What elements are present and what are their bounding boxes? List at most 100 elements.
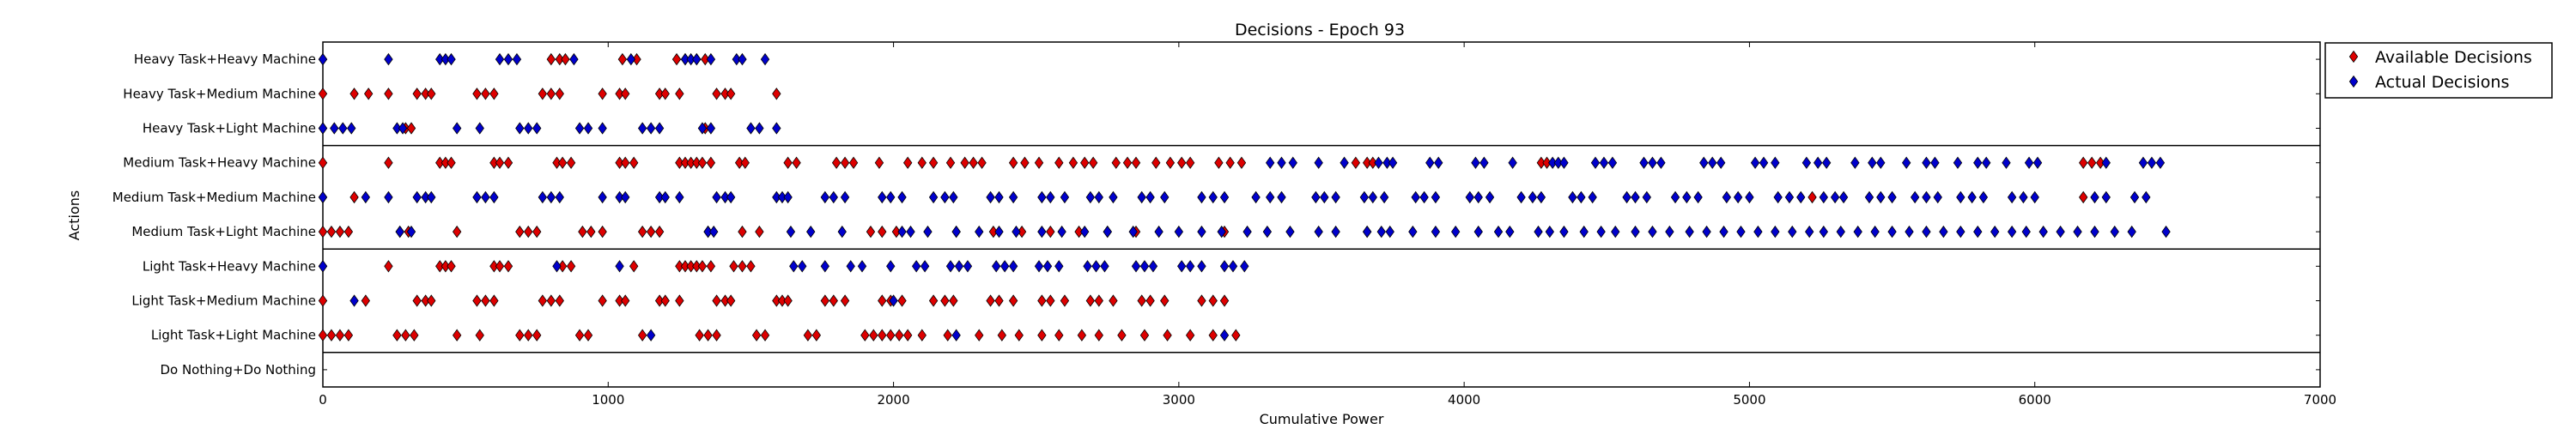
actual-decision-marker [1568,190,1577,204]
available-decision-marker [986,294,995,307]
y-tick-label: Heavy Task+Heavy Machine [134,51,316,67]
available-decision-marker [384,260,393,273]
actual-decision-marker [994,225,1004,239]
available-decision-marker [343,329,354,341]
available-decision-marker [318,294,328,307]
available-decision-marker [949,294,958,307]
actual-decision-marker [1838,190,1849,204]
actual-decision-marker [1819,225,1828,239]
available-decision-marker [538,294,548,307]
actual-decision-marker [1607,156,1618,169]
actual-decision-marker [1801,156,1812,169]
actual-decision-marker [709,225,719,239]
actual-decision-marker [318,260,328,273]
actual-decision-marker [1434,156,1443,169]
available-decision-marker [928,156,939,169]
actual-decision-marker [412,190,422,204]
actual-decision-marker [1431,225,1441,239]
actual-decision-marker [1611,225,1620,239]
available-decision-marker [629,260,639,273]
available-decision-marker [546,88,556,100]
available-decision-marker [1008,294,1018,307]
available-decision-marker [598,88,607,100]
actual-decision-marker [1131,260,1141,273]
actual-decision-marker [1590,156,1601,169]
available-decision-marker [335,225,345,239]
available-decision-marker [738,225,747,239]
available-decision-marker [969,156,978,169]
actual-decision-marker [1277,190,1286,204]
actual-decision-marker [495,52,505,66]
available-decision-marker [318,156,328,169]
actual-decision-marker [923,225,933,239]
actual-decision-marker [2032,156,2043,169]
available-decision-marker [583,329,593,341]
actual-decision-marker [1425,156,1435,169]
actual-decision-marker [1314,156,1323,169]
available-decision-marker [2079,156,2088,169]
actual-decision-marker [911,260,921,273]
available-decision-marker [660,294,670,307]
actual-decision-marker [1973,156,1983,169]
available-decision-marker [811,329,822,341]
x-tick-label: 4000 [1448,392,1480,408]
y-tick-labels: Heavy Task+Heavy Machine Heavy Task+Mediu… [112,51,2320,378]
actual-decision-marker [963,260,973,273]
available-decision-marker [869,329,878,341]
actual-decision-marker [1902,156,1911,169]
actual-decision-marker [1708,156,1717,169]
actual-decision-marker [626,52,636,66]
available-decision-marker [472,294,482,307]
actual-decision-marker [789,260,799,273]
actual-decision-marker [1277,156,1286,169]
actual-decision-marker [1528,190,1538,204]
actual-decision-marker [2155,156,2166,169]
available-decision-marker [860,329,870,341]
actual-decision-marker [820,190,829,204]
available-decision-marker [1807,190,1817,204]
actual-decision-marker [1376,225,1386,239]
actual-decision-marker [318,122,328,135]
actual-decision-marker [706,52,716,66]
actual-decision-marker [837,225,847,239]
actual-decision-marker [783,190,793,204]
actual-decision-marker [1876,190,1886,204]
available-decision-marker [1068,156,1078,169]
available-decision-marker [1077,329,1087,341]
x-axis-label: Cumulative Power [1260,411,1384,427]
actual-decision-marker [1285,225,1295,239]
actual-decision-marker [1197,225,1206,239]
actual-decision-marker [2090,190,2099,204]
available-decision-marker [1054,329,1064,341]
actual-decision-marker [897,190,907,204]
actual-decision-marker [1864,190,1874,204]
actual-decision-marker [1788,225,1797,239]
available-decision-marker [2087,156,2097,169]
actual-decision-marker [1716,156,1726,169]
available-decision-marker [1046,225,1055,239]
actual-decision-marker [878,190,887,204]
actual-decision-marker [637,122,647,135]
available-decision-marker [524,329,533,341]
actual-decision-marker [1208,190,1218,204]
available-decision-marker [412,294,422,307]
actual-decision-marker [697,122,708,135]
available-decision-marker [447,156,456,169]
available-decision-marker [1117,329,1127,341]
available-decision-marker [392,329,402,341]
available-decision-marker [760,329,770,341]
actual-decision-marker [1814,156,1823,169]
actual-decision-marker [1922,225,1931,239]
actual-decision-marker [2056,225,2065,239]
actual-decision-marker [1060,190,1070,204]
available-decision-marker [1046,294,1055,307]
actual-decision-marker [846,260,855,273]
available-decision-marker [1214,156,1224,169]
actual-decision-marker [1599,156,1609,169]
actual-decision-marker [1930,156,1940,169]
available-decision-marker [1131,156,1141,169]
available-decision-marker [427,88,436,100]
available-decision-marker [515,329,525,341]
available-decision-marker [410,329,419,341]
actual-decision-marker [1054,260,1064,273]
